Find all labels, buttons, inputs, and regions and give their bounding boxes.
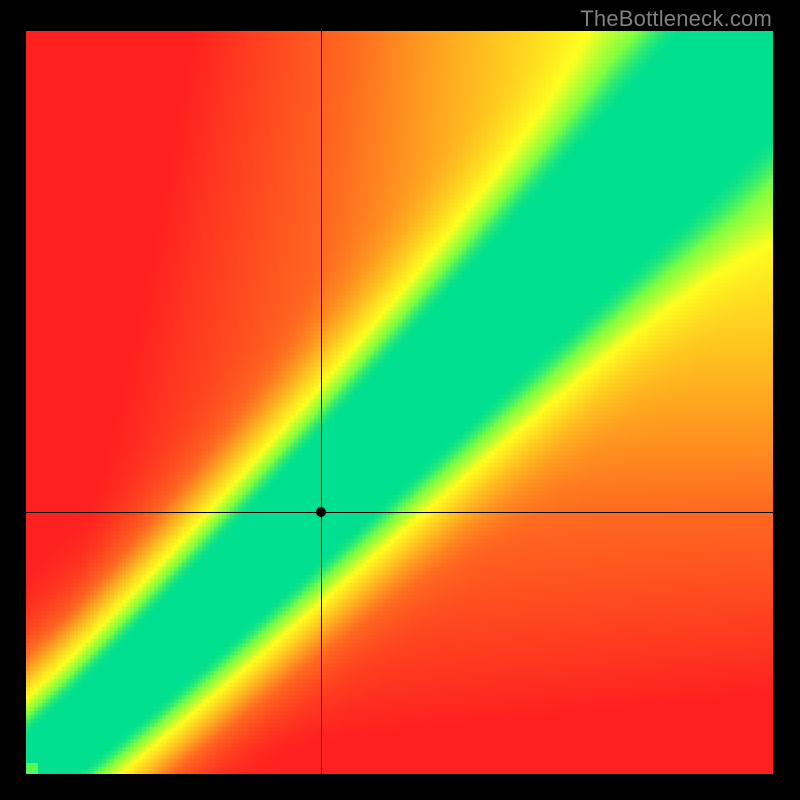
- crosshair-marker: [316, 507, 326, 517]
- crosshair-vertical: [321, 31, 322, 774]
- crosshair-horizontal: [26, 512, 773, 513]
- watermark-text: TheBottleneck.com: [580, 6, 772, 32]
- heatmap-plot: [26, 31, 773, 774]
- heatmap-canvas: [26, 31, 773, 774]
